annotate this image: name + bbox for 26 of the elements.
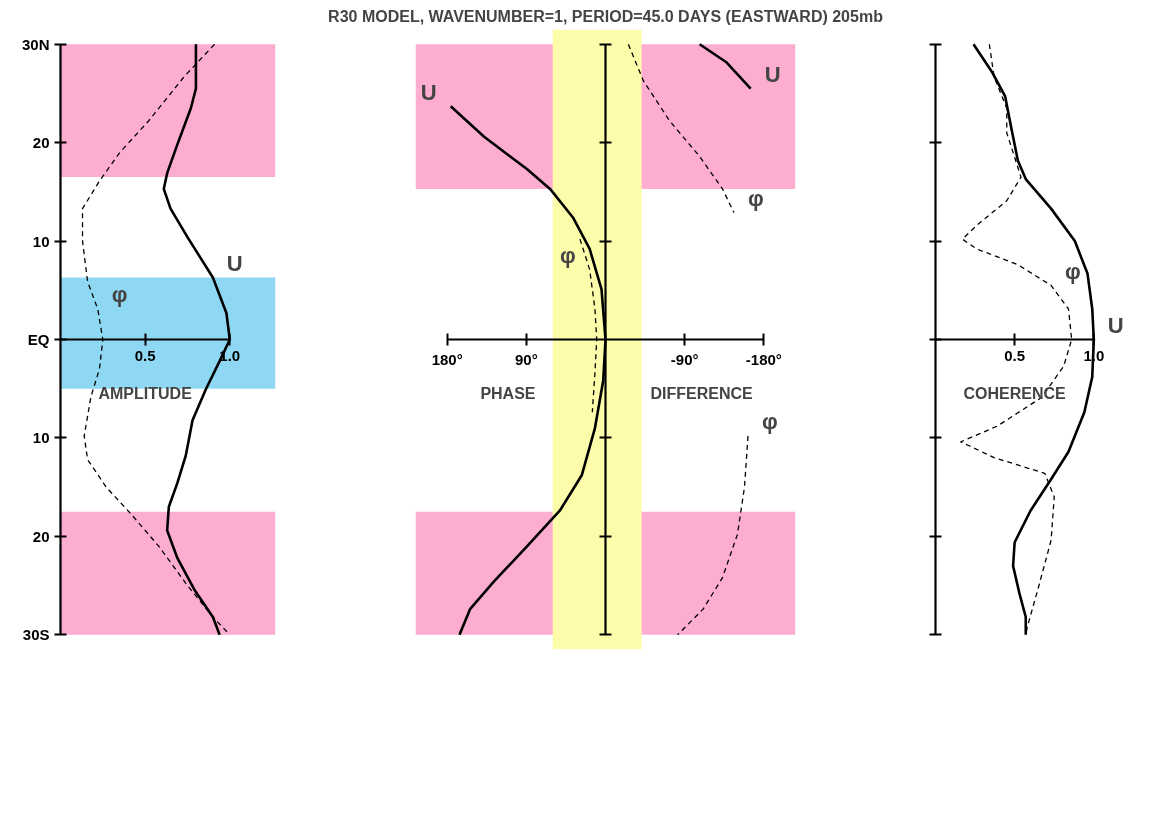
- annotation: φ: [111, 282, 128, 308]
- annotation: φ: [559, 243, 576, 269]
- annotation: U: [226, 251, 243, 276]
- x-tick-label: -90°: [670, 350, 699, 368]
- chart-title: R30 MODEL, WAVENUMBER=1, PERIOD=45.0 DAYS (EASTWARD) 205mb: [328, 7, 884, 25]
- annotation: U: [1107, 313, 1124, 338]
- y-tick-label: EQ: [27, 331, 50, 348]
- x-tick-label: -180°: [745, 350, 782, 368]
- annotation: φ: [762, 409, 778, 435]
- y-tick-label: 20: [32, 527, 50, 545]
- x-tick-label: 180°: [431, 350, 463, 368]
- x-tick-label: 0.5: [1004, 346, 1026, 364]
- x-tick-label: 90°: [514, 350, 538, 368]
- x-axis-title: COHERENCE: [963, 384, 1067, 402]
- x-axis-title: AMPLITUDE: [98, 384, 193, 402]
- text: PHASE DIFFERENCE: [480, 384, 753, 402]
- annotation: φ: [1065, 258, 1081, 284]
- y-tick-label: 10: [32, 232, 50, 250]
- annotation: U: [764, 62, 781, 88]
- y-tick-label: 20: [32, 134, 50, 152]
- y-tick-label: 30N: [21, 35, 50, 53]
- x-tick-label: 0.5: [134, 346, 156, 364]
- y-tick-label: 30S: [22, 626, 50, 644]
- y-tick-label: 10: [32, 429, 50, 447]
- annotation: φ: [747, 186, 764, 212]
- annotation: U: [420, 79, 437, 105]
